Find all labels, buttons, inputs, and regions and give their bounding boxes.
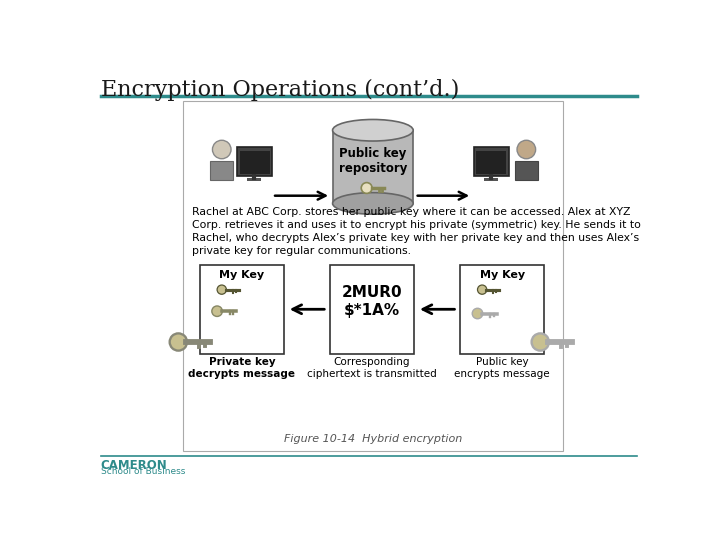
Text: Private key
decrypts message: Private key decrypts message	[189, 357, 295, 379]
Bar	[485, 178, 498, 181]
Bar	[183, 101, 563, 451]
Bar	[461, 265, 544, 354]
Text: My Key: My Key	[480, 269, 525, 280]
Text: Public key
encrypts message: Public key encrypts message	[454, 357, 550, 379]
Text: 2MUR0
$*1A%: 2MUR0 $*1A%	[342, 285, 402, 318]
Text: CAMERON: CAMERON	[101, 459, 168, 472]
Bar	[476, 151, 506, 174]
Circle shape	[170, 333, 187, 350]
Circle shape	[472, 308, 483, 319]
Text: Encryption Operations (cont’d.): Encryption Operations (cont’d.)	[101, 79, 459, 101]
Text: My Key: My Key	[220, 269, 264, 280]
Bar	[333, 130, 413, 204]
Polygon shape	[515, 161, 538, 180]
Bar	[238, 147, 272, 177]
Circle shape	[212, 306, 222, 316]
Bar	[330, 265, 414, 354]
Bar	[240, 151, 270, 174]
Circle shape	[517, 140, 536, 159]
Ellipse shape	[333, 193, 413, 214]
Circle shape	[217, 285, 226, 294]
Bar	[248, 178, 261, 181]
Ellipse shape	[333, 119, 413, 141]
Circle shape	[212, 140, 231, 159]
Circle shape	[361, 183, 372, 193]
Polygon shape	[210, 161, 233, 180]
Text: Corresponding
ciphertext is transmitted: Corresponding ciphertext is transmitted	[307, 357, 437, 379]
Bar	[474, 147, 508, 177]
Bar	[200, 265, 284, 354]
Circle shape	[477, 285, 487, 294]
Circle shape	[531, 333, 549, 350]
Text: Figure 10-14  Hybrid encryption: Figure 10-14 Hybrid encryption	[284, 434, 462, 444]
Text: Rachel at ABC Corp. stores her public key where it can be accessed. Alex at XYZ
: Rachel at ABC Corp. stores her public ke…	[192, 207, 642, 255]
Text: Public key
repository: Public key repository	[338, 147, 407, 174]
Text: School of Business: School of Business	[101, 467, 185, 476]
